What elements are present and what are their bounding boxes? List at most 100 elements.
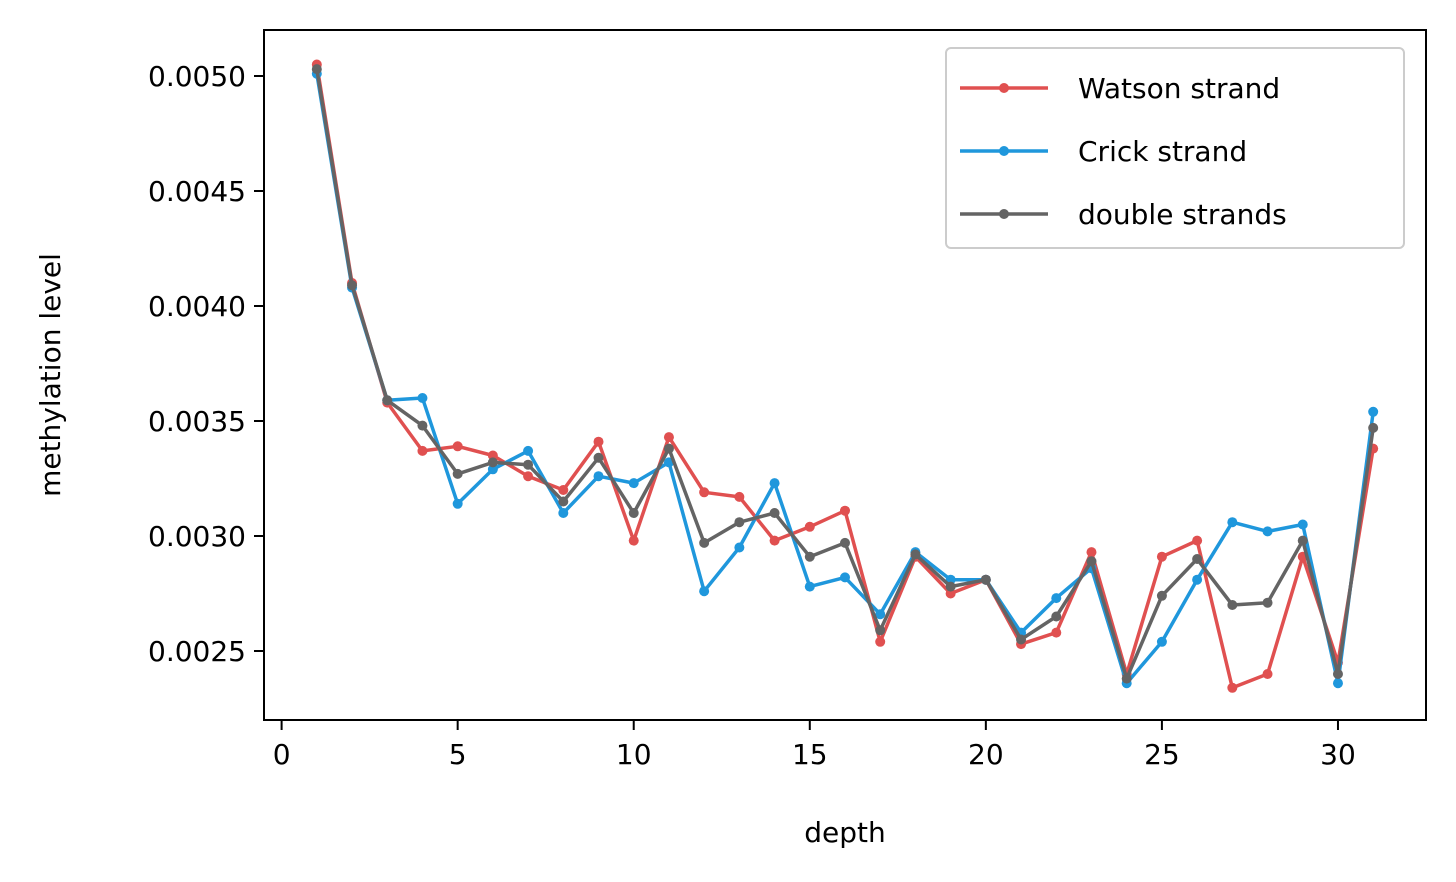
data-point xyxy=(734,542,745,553)
data-point xyxy=(1086,547,1097,558)
legend-item: Watson strand xyxy=(960,72,1280,105)
data-point xyxy=(1192,535,1203,546)
legend-item: double strands xyxy=(960,198,1287,231)
data-point xyxy=(1192,554,1203,564)
data-point xyxy=(558,485,569,495)
data-point xyxy=(523,459,534,470)
y-tick-label: 0.0035 xyxy=(148,405,246,438)
data-point xyxy=(1368,406,1379,417)
y-tick-label: 0.0025 xyxy=(148,635,246,668)
data-point xyxy=(663,432,674,443)
y-axis-label: methylation level xyxy=(34,253,67,497)
data-point xyxy=(487,464,498,475)
data-point xyxy=(628,535,639,546)
data-point xyxy=(1016,634,1027,645)
data-point xyxy=(699,537,710,548)
data-point xyxy=(1051,611,1062,622)
x-tick-label: 0 xyxy=(273,738,291,771)
x-tick-label: 10 xyxy=(616,738,652,771)
plot-frame xyxy=(263,29,1427,721)
data-point xyxy=(1051,593,1062,604)
legend-label: double strands xyxy=(1078,198,1287,231)
data-point xyxy=(628,478,639,489)
data-point xyxy=(417,420,428,431)
series-double-strands xyxy=(311,64,1379,684)
data-point xyxy=(523,471,534,482)
data-point xyxy=(593,471,604,482)
legend-marker xyxy=(999,146,1009,156)
data-point xyxy=(699,586,710,597)
data-point xyxy=(769,478,780,489)
data-point xyxy=(452,441,463,452)
data-point xyxy=(980,574,991,585)
data-point xyxy=(1156,590,1167,601)
data-point xyxy=(1156,636,1167,647)
data-point xyxy=(875,625,886,636)
data-point xyxy=(1051,627,1062,638)
data-point xyxy=(840,537,850,548)
data-point xyxy=(628,508,639,518)
y-tick-label: 0.0030 xyxy=(148,520,246,553)
data-point xyxy=(593,436,604,447)
data-point xyxy=(1262,597,1273,608)
data-point xyxy=(1297,535,1308,546)
x-axis: 0 5 10 15 20 25 30 xyxy=(273,720,1356,771)
data-point xyxy=(1121,673,1132,684)
legend: Watson strand Crick strand double strands xyxy=(945,47,1405,249)
data-point xyxy=(945,588,956,599)
y-tick-label: 0.0050 xyxy=(148,60,246,93)
x-tick-label: 25 xyxy=(1144,738,1180,771)
legend-marker xyxy=(999,209,1009,219)
data-point xyxy=(734,491,745,502)
data-point xyxy=(1262,526,1273,537)
data-point xyxy=(769,508,780,518)
data-point xyxy=(910,549,921,560)
legend-label: Watson strand xyxy=(1078,72,1280,105)
data-point xyxy=(487,450,498,461)
data-point xyxy=(804,581,815,592)
data-point xyxy=(558,508,569,518)
data-point xyxy=(487,457,498,468)
data-point xyxy=(875,609,886,620)
legend-marker xyxy=(999,83,1009,93)
y-tick-label: 0.0040 xyxy=(148,290,246,323)
data-point xyxy=(734,517,745,528)
data-point xyxy=(1227,600,1238,610)
data-point xyxy=(1227,682,1238,693)
data-point xyxy=(1192,574,1203,585)
data-point xyxy=(452,468,463,479)
data-point xyxy=(1227,517,1238,528)
data-point xyxy=(945,581,956,592)
data-point xyxy=(1156,551,1167,562)
x-tick-label: 5 xyxy=(449,738,467,771)
data-point xyxy=(1262,669,1273,679)
data-point xyxy=(663,443,674,454)
x-tick-label: 20 xyxy=(968,738,1004,771)
data-point xyxy=(875,636,886,647)
data-point xyxy=(593,452,604,463)
x-tick-label: 15 xyxy=(792,738,828,771)
legend-label: Crick strand xyxy=(1078,135,1247,168)
data-point xyxy=(840,572,850,583)
data-point xyxy=(417,393,428,403)
data-point xyxy=(769,535,780,546)
data-point xyxy=(382,395,393,406)
data-point xyxy=(417,445,428,456)
legend-box xyxy=(945,47,1405,249)
data-point xyxy=(523,445,534,456)
data-point xyxy=(1368,422,1379,433)
data-point xyxy=(1086,556,1097,567)
data-point xyxy=(804,521,815,532)
legend-item: Crick strand xyxy=(960,135,1247,168)
data-point xyxy=(699,487,710,498)
data-point xyxy=(452,498,463,509)
data-point xyxy=(311,64,322,75)
y-axis: 0.0025 0.0030 0.0035 0.0040 0.0045 0.0050 xyxy=(148,60,264,668)
x-tick-label: 30 xyxy=(1320,738,1356,771)
data-point xyxy=(1332,669,1343,679)
data-point xyxy=(840,505,850,516)
data-point xyxy=(804,551,815,562)
x-axis-label: depth xyxy=(804,816,886,849)
plot-area xyxy=(311,59,1379,693)
